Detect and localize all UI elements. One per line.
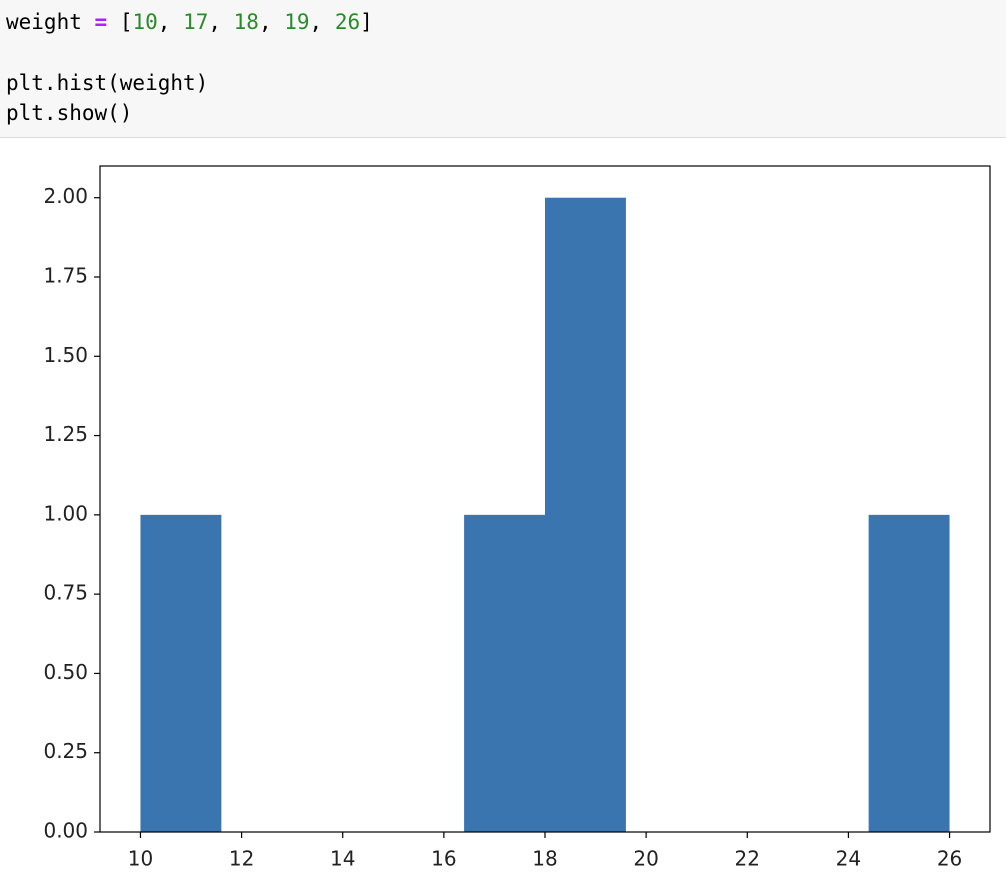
code-cell[interactable]: weight = [10, 17, 18, 19, 26] plt.hist(w… [0,0,1006,138]
y-tick-label: 1.50 [43,343,88,367]
code-line: plt.hist(weight) [6,71,209,95]
y-tick-label: 0.75 [43,581,88,605]
x-tick-label: 14 [330,847,355,871]
x-tick-label: 18 [532,847,557,871]
x-tick-label: 22 [735,847,760,871]
x-tick-label: 16 [431,847,456,871]
y-tick-label: 1.00 [43,501,88,525]
y-tick-label: 0.00 [43,819,88,843]
x-tick-label: 12 [229,847,254,871]
y-tick-label: 1.75 [43,264,88,288]
y-tick-label: 0.25 [43,739,88,763]
x-tick-label: 20 [633,847,658,871]
x-tick-label: 10 [128,847,153,871]
code-line: plt.show() [6,101,133,125]
x-tick-label: 24 [836,847,861,871]
bar [464,514,545,832]
code-line: weight = [10, 17, 18, 19, 26] [6,10,373,34]
bar [140,514,222,832]
y-tick-label: 0.50 [43,660,88,684]
bar [868,514,950,832]
y-tick-label: 1.25 [43,422,88,446]
y-tick-label: 2.00 [43,184,88,208]
bar [545,197,626,832]
x-tick-label: 26 [937,847,962,871]
